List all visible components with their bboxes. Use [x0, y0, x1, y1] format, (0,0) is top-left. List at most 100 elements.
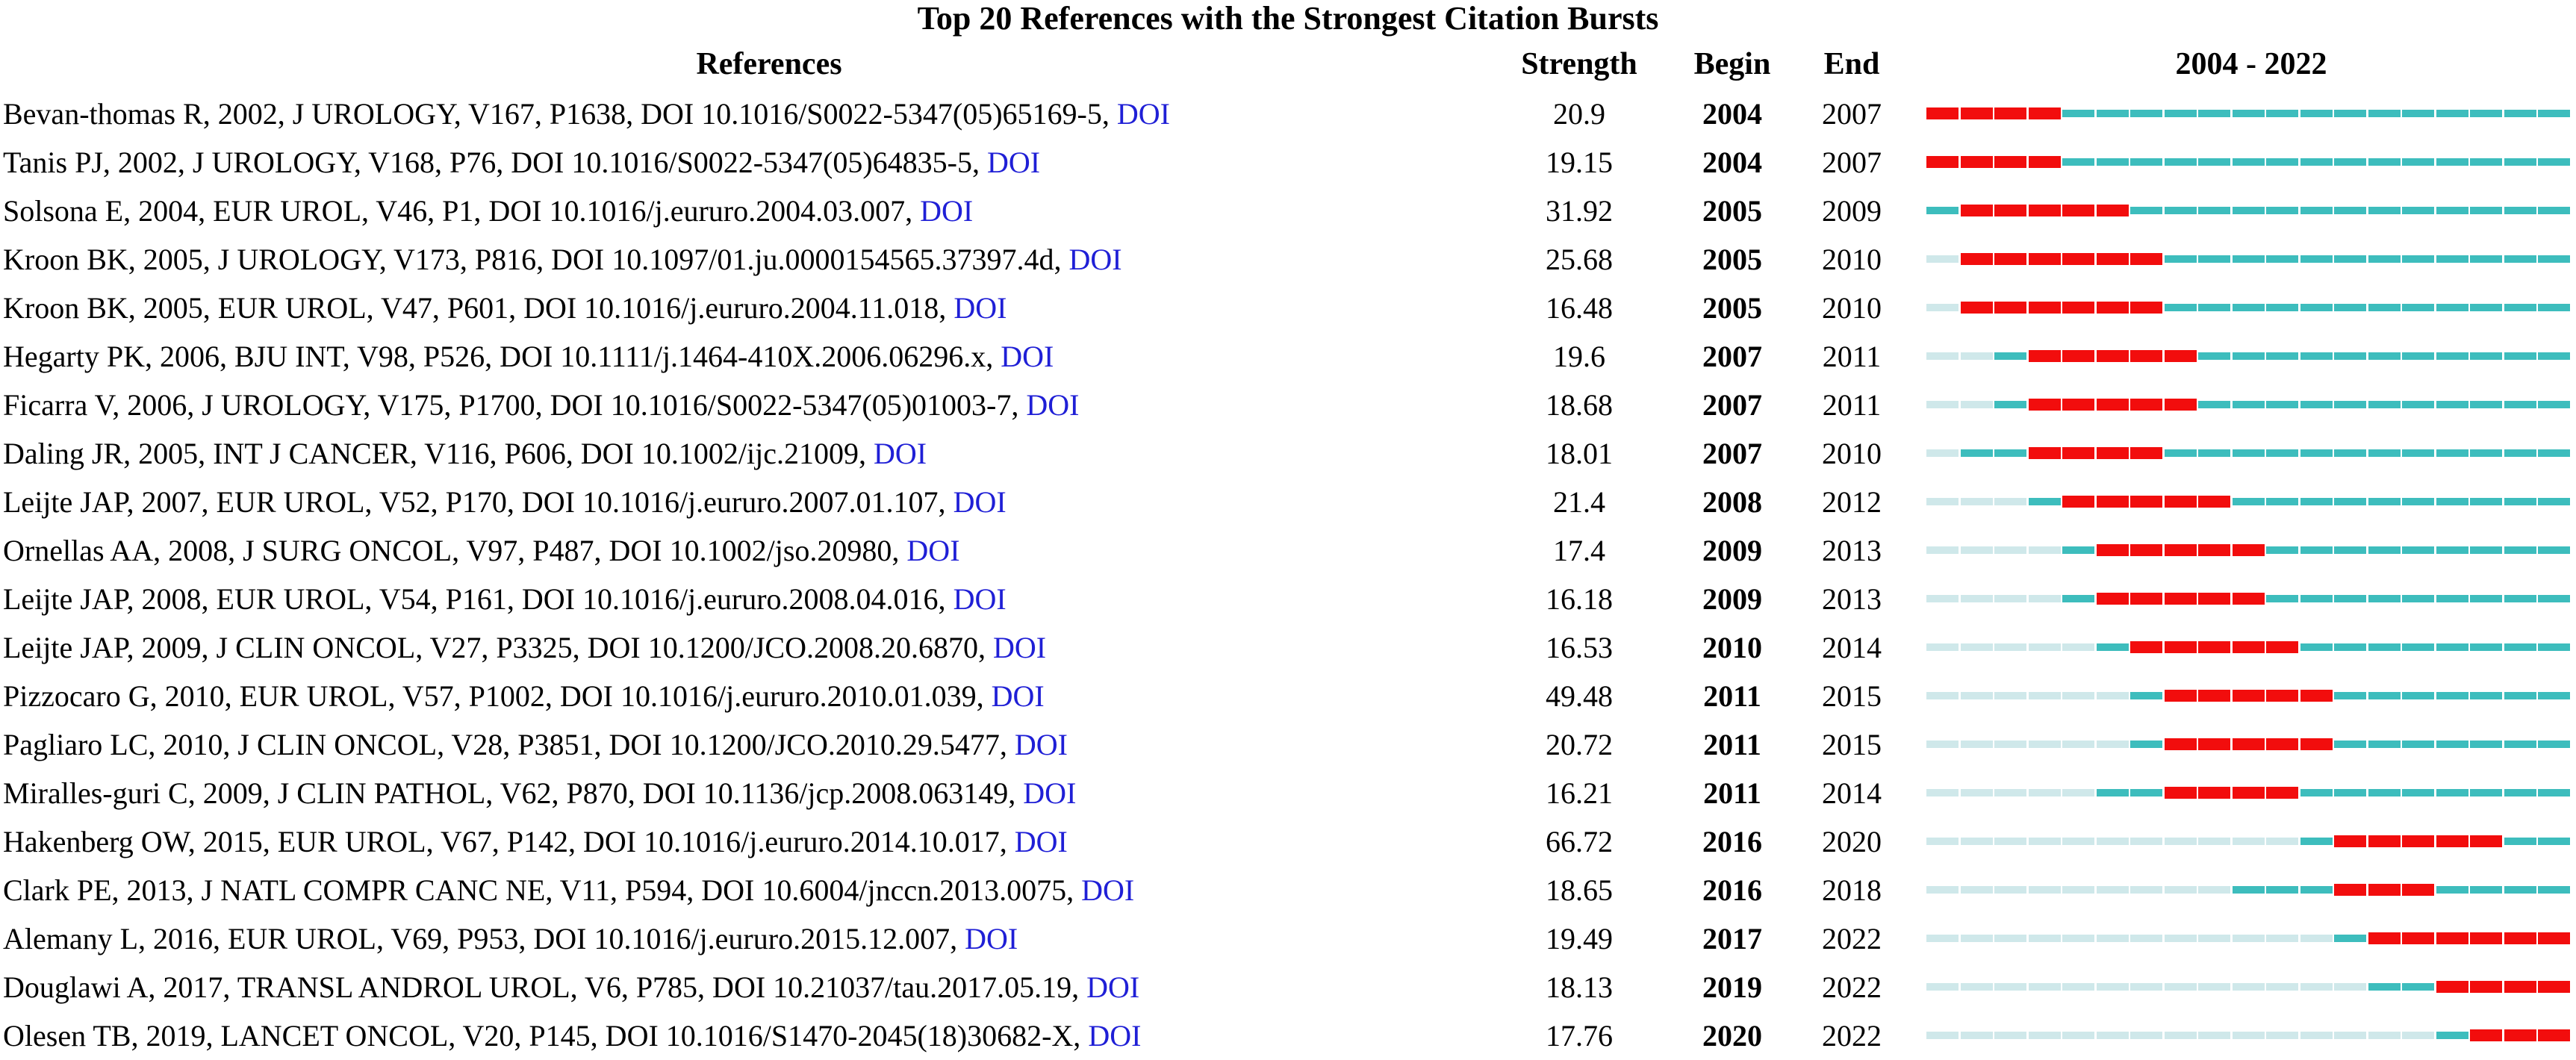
cited-segment [2504, 401, 2536, 408]
burst-segment [1926, 107, 1959, 119]
doi-link[interactable]: DOI [873, 437, 927, 470]
doi-link[interactable]: DOI [1014, 728, 1068, 761]
doi-link[interactable]: DOI [953, 485, 1007, 519]
cited-segment [2130, 692, 2162, 699]
pre-publication-segment [2266, 1032, 2298, 1039]
cited-segment [2538, 255, 2570, 263]
pre-publication-segment [2266, 935, 2298, 942]
table-row: Leijte JAP, 2007, EUR UROL, V52, P170, D… [0, 478, 2576, 526]
burst-segment [2130, 544, 2162, 556]
pre-publication-segment [2062, 838, 2094, 845]
reference-text: Ficarra V, 2006, J UROLOGY, V175, P1700,… [3, 381, 1079, 429]
doi-link[interactable]: DOI [920, 194, 974, 228]
strength-value: 19.49 [1546, 922, 1613, 955]
end-year: 2011 [1822, 340, 1882, 373]
doi-link[interactable]: DOI [992, 631, 1047, 664]
strength-value: 17.4 [1553, 534, 1605, 567]
pre-publication-segment [1926, 255, 1959, 263]
reference-citation: Pagliaro LC, 2010, J CLIN ONCOL, V28, P3… [3, 728, 1007, 761]
pre-publication-segment [1994, 595, 2026, 602]
burst-segment [2028, 447, 2061, 459]
burst-segment [2266, 690, 2298, 702]
begin-year: 2009 [1702, 534, 1762, 567]
doi-link[interactable]: DOI [1023, 776, 1077, 810]
reference-citation: Pizzocaro G, 2010, EUR UROL, V57, P1002,… [3, 679, 984, 713]
pre-publication-segment [2232, 983, 2265, 991]
burst-segment [2232, 690, 2265, 702]
doi-link[interactable]: DOI [1001, 340, 1054, 373]
pre-publication-segment [1926, 838, 1959, 845]
table-row: Pagliaro LC, 2010, J CLIN ONCOL, V28, P3… [0, 720, 2576, 769]
pre-publication-segment [2130, 983, 2162, 991]
reference-text: Leijte JAP, 2007, EUR UROL, V52, P170, D… [3, 478, 1007, 526]
burst-segment [2130, 253, 2162, 265]
cited-segment [2334, 207, 2366, 214]
reference-citation: Leijte JAP, 2009, J CLIN ONCOL, V27, P33… [3, 631, 986, 664]
doi-link[interactable]: DOI [965, 922, 1018, 955]
pre-publication-segment [2402, 1032, 2434, 1039]
begin-year: 2004 [1702, 97, 1762, 131]
pre-publication-segment [2096, 935, 2129, 942]
burst-segment [1960, 107, 1993, 119]
doi-link[interactable]: DOI [1026, 388, 1080, 422]
pre-publication-segment [2164, 886, 2197, 894]
reference-citation: Kroon BK, 2005, EUR UROL, V47, P601, DOI… [3, 291, 947, 325]
end-year: 2013 [1822, 534, 1882, 567]
reference-text: Miralles-guri C, 2009, J CLIN PATHOL, V6… [3, 769, 1076, 817]
burst-segment [2266, 641, 2298, 653]
pre-publication-segment [2198, 983, 2230, 991]
begin-year: 2007 [1702, 340, 1762, 373]
doi-link[interactable]: DOI [953, 582, 1007, 616]
doi-link[interactable]: DOI [1081, 873, 1135, 907]
burst-segment [2096, 544, 2129, 556]
burst-timeline [1926, 526, 2576, 575]
doi-link[interactable]: DOI [906, 534, 960, 567]
burst-segment [2130, 593, 2162, 605]
pre-publication-segment [1960, 595, 1993, 602]
cited-segment [2300, 158, 2333, 166]
pre-publication-segment [2266, 838, 2298, 845]
burst-segment [2538, 1029, 2570, 1041]
begin-year: 2005 [1702, 291, 1762, 325]
cited-segment [2334, 789, 2366, 796]
begin-year: 2020 [1702, 1019, 1762, 1053]
pre-publication-segment [2198, 886, 2230, 894]
doi-link[interactable]: DOI [953, 291, 1007, 325]
burst-segment [1960, 156, 1993, 168]
pre-publication-segment [2028, 643, 2061, 651]
table-row: Hegarty PK, 2006, BJU INT, V98, P526, DO… [0, 332, 2576, 381]
begin-year: 2010 [1702, 631, 1762, 664]
strength-value: 16.48 [1546, 291, 1613, 325]
cited-segment [2300, 789, 2333, 796]
burst-timeline [1926, 914, 2576, 963]
doi-link[interactable]: DOI [1088, 1019, 1142, 1053]
pre-publication-segment [2334, 983, 2366, 991]
doi-link[interactable]: DOI [991, 679, 1045, 713]
cited-segment [2470, 255, 2502, 263]
doi-link[interactable]: DOI [987, 146, 1041, 179]
table-row: Bevan-thomas R, 2002, J UROLOGY, V167, P… [0, 90, 2576, 138]
doi-link[interactable]: DOI [1014, 825, 1068, 858]
cited-segment [2130, 158, 2162, 166]
burst-segment [2368, 884, 2401, 896]
doi-link[interactable]: DOI [1086, 970, 1140, 1004]
burst-timeline [1926, 720, 2576, 769]
doi-link[interactable]: DOI [1068, 243, 1122, 276]
pre-publication-segment [2232, 935, 2265, 942]
pre-publication-segment [1994, 741, 2026, 748]
reference-citation: Solsona E, 2004, EUR UROL, V46, P1, DOI … [3, 194, 913, 228]
end-year: 2022 [1822, 922, 1882, 955]
cited-segment [2300, 498, 2333, 505]
pre-publication-segment [2300, 935, 2333, 942]
pre-publication-segment [2164, 838, 2197, 845]
cited-segment [2368, 498, 2401, 505]
doi-link[interactable]: DOI [1116, 97, 1170, 131]
burst-segment [2436, 932, 2468, 944]
cited-segment [2504, 643, 2536, 651]
cited-segment [2538, 158, 2570, 166]
burst-segment [2436, 835, 2468, 847]
cited-segment [2538, 886, 2570, 894]
burst-timeline [1926, 187, 2576, 235]
table-row: Pizzocaro G, 2010, EUR UROL, V57, P1002,… [0, 672, 2576, 720]
pre-publication-segment [2062, 692, 2094, 699]
